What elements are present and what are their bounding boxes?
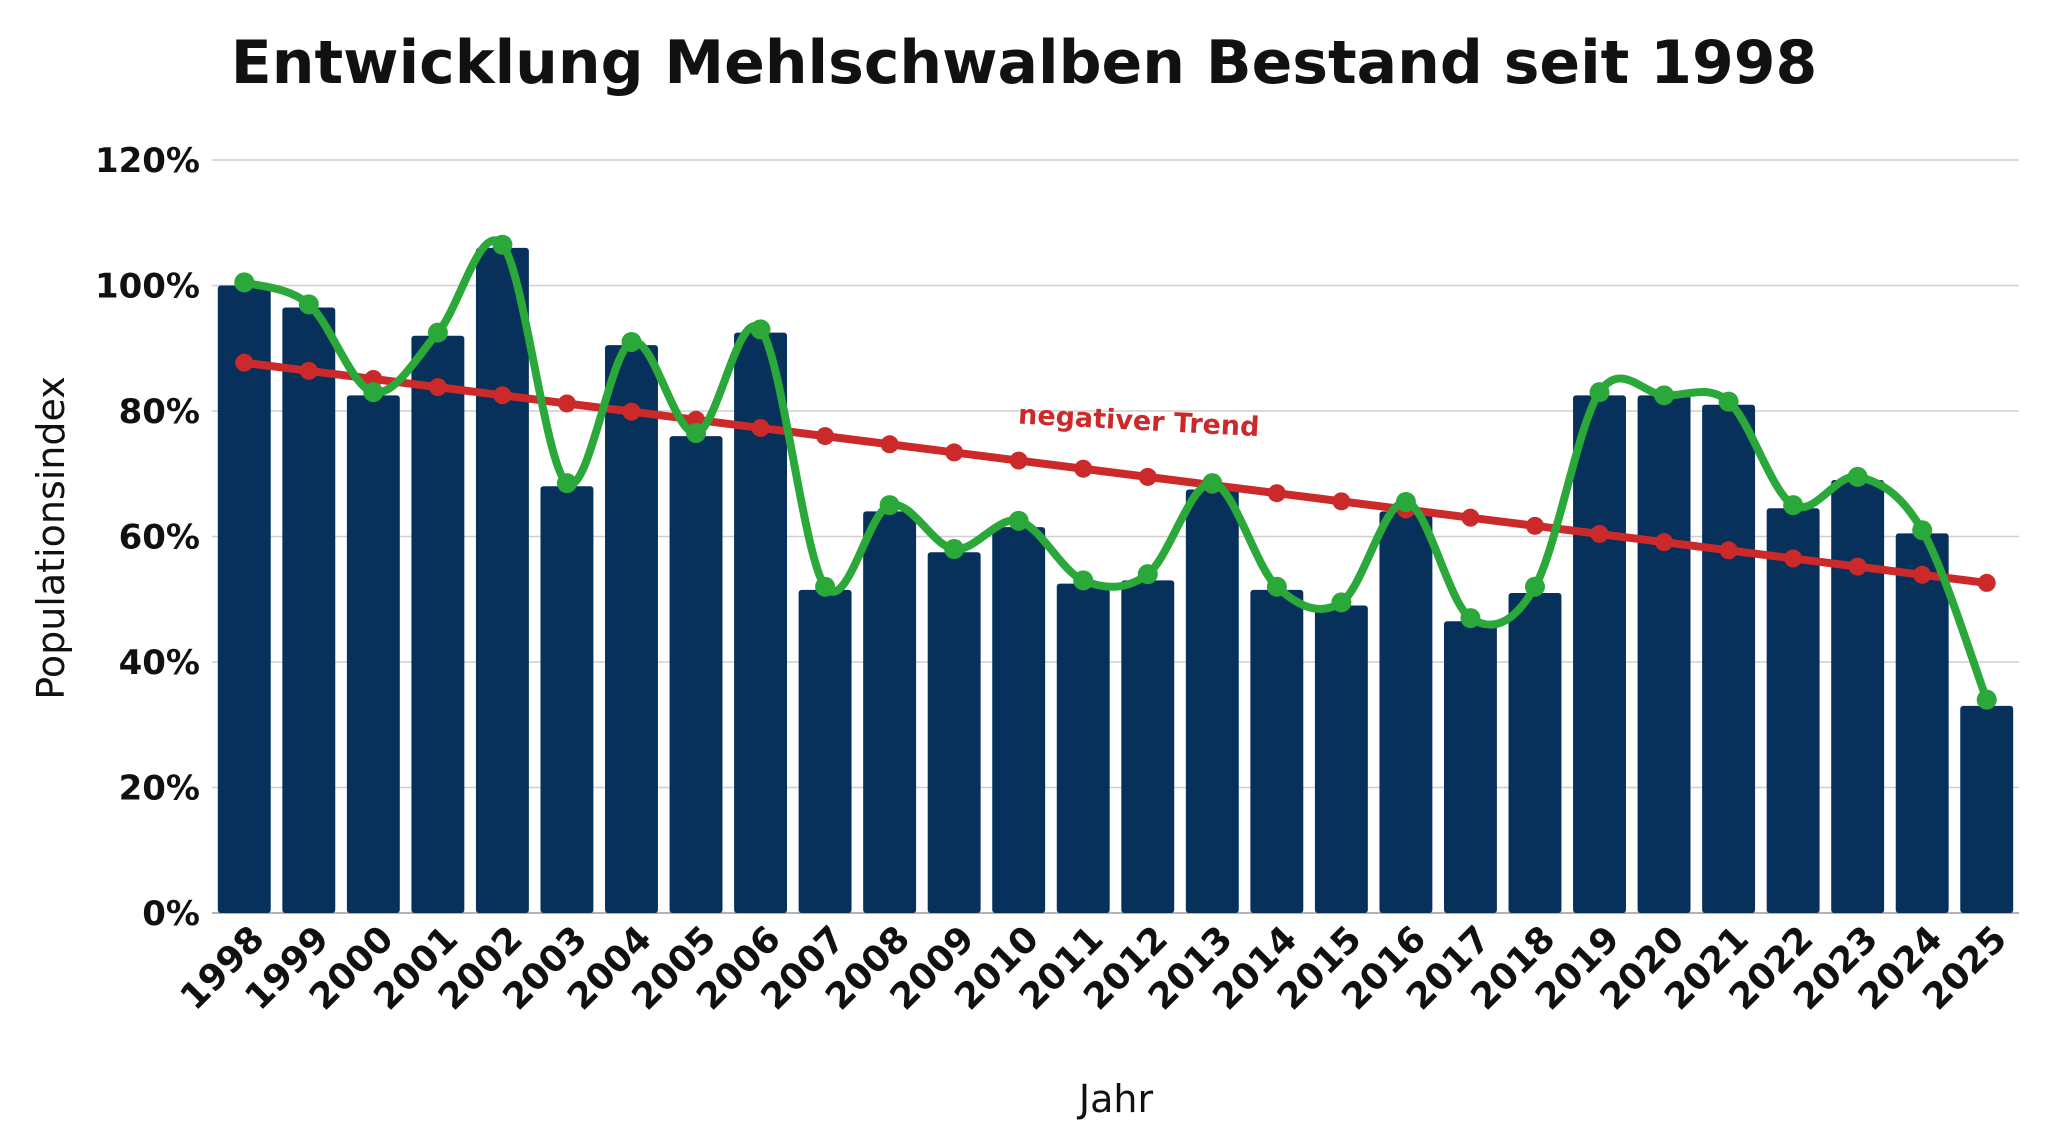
y-tick-label: 60% xyxy=(119,518,200,558)
bar xyxy=(927,552,981,913)
green-point xyxy=(1976,689,1997,710)
bar xyxy=(1960,705,2014,913)
trend-point xyxy=(1913,565,1932,584)
green-point xyxy=(234,272,255,293)
trend-point xyxy=(880,435,899,454)
y-tick-label: 0% xyxy=(142,894,200,934)
green-point xyxy=(1589,382,1610,403)
trend-line xyxy=(240,358,1991,587)
trend-annotation: negativer Trend xyxy=(1017,400,1260,444)
green-point xyxy=(750,319,771,340)
trend-point xyxy=(1332,492,1351,511)
y-tick-label: 20% xyxy=(119,769,200,809)
y-tick-label: 100% xyxy=(95,267,200,307)
green-point xyxy=(363,382,384,403)
bar xyxy=(1766,508,1820,913)
bar xyxy=(1250,589,1304,913)
bar xyxy=(669,436,723,913)
bar xyxy=(1443,621,1497,913)
trend-point xyxy=(1461,508,1480,527)
bar xyxy=(605,345,658,913)
y-tick-label: 120% xyxy=(95,141,200,181)
green-point xyxy=(1266,576,1287,597)
bar xyxy=(1508,592,1562,913)
green-point xyxy=(1460,608,1481,629)
green-point xyxy=(1912,520,1933,541)
trend-point xyxy=(1525,516,1544,535)
bar xyxy=(1056,583,1110,913)
bar xyxy=(540,486,594,913)
y-tick-label: 40% xyxy=(119,643,200,683)
trend-point xyxy=(557,394,576,413)
green-point xyxy=(492,234,513,255)
trend-point xyxy=(1590,524,1609,543)
green-point xyxy=(1783,495,1804,516)
green-point xyxy=(298,294,319,315)
green-point xyxy=(1395,491,1416,512)
bar xyxy=(475,247,529,914)
green-point xyxy=(1008,510,1029,531)
trend-point xyxy=(1719,541,1738,560)
bar xyxy=(411,335,465,913)
y-axis-title: Populationsindex xyxy=(29,376,73,699)
bar xyxy=(863,511,917,913)
green-point xyxy=(1847,466,1868,487)
bar xyxy=(1702,404,1756,913)
bar xyxy=(1314,605,1368,913)
green-point xyxy=(879,495,900,516)
green-point xyxy=(1137,564,1158,585)
green-point xyxy=(1073,570,1094,591)
bar xyxy=(992,527,1046,913)
bar xyxy=(282,307,336,913)
green-point xyxy=(621,331,642,352)
trend-point xyxy=(299,361,318,380)
trend-point xyxy=(816,427,835,446)
bar xyxy=(1121,580,1175,913)
trend-point xyxy=(945,443,964,462)
trend-point xyxy=(1138,467,1157,486)
bar xyxy=(1573,395,1626,913)
green-line-layer xyxy=(234,234,1997,710)
trend-point xyxy=(493,386,512,405)
bar xyxy=(1637,395,1691,913)
green-point xyxy=(815,576,836,597)
green-point xyxy=(944,539,965,560)
bar xyxy=(798,589,852,913)
green-point xyxy=(1202,473,1223,494)
trend-point xyxy=(1655,533,1674,552)
chart-title: Entwicklung Mehlschwalben Bestand seit 1… xyxy=(230,28,1818,98)
green-point xyxy=(1524,576,1545,597)
green-point xyxy=(1331,592,1352,613)
bar xyxy=(1895,533,1949,913)
trend-point xyxy=(235,353,254,372)
bar xyxy=(1185,489,1239,913)
trend-point xyxy=(428,378,447,397)
trend-point xyxy=(1977,573,1996,592)
bar xyxy=(217,285,271,913)
trend-point xyxy=(751,418,770,437)
bar xyxy=(1379,511,1433,913)
bar xyxy=(734,332,788,913)
green-point xyxy=(1654,385,1675,406)
bar-layer xyxy=(217,247,2014,914)
y-tick-label: 80% xyxy=(119,392,200,432)
trend-point xyxy=(1267,484,1286,503)
green-point xyxy=(1718,391,1739,412)
trend-point xyxy=(1009,451,1028,470)
trend-point xyxy=(1784,549,1803,568)
x-axis-title: Jahr xyxy=(1077,1077,1154,1121)
green-point xyxy=(427,322,448,343)
trend-point xyxy=(1848,557,1867,576)
trend-point xyxy=(1074,459,1093,478)
trend-point xyxy=(622,402,641,421)
bar xyxy=(346,395,400,913)
green-point xyxy=(686,422,707,443)
bar xyxy=(1831,480,1885,913)
green-point xyxy=(556,473,577,494)
